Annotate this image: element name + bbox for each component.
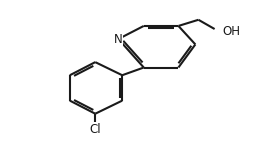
Text: N: N — [114, 33, 123, 46]
Text: OH: OH — [222, 25, 240, 38]
Text: Cl: Cl — [89, 123, 101, 136]
